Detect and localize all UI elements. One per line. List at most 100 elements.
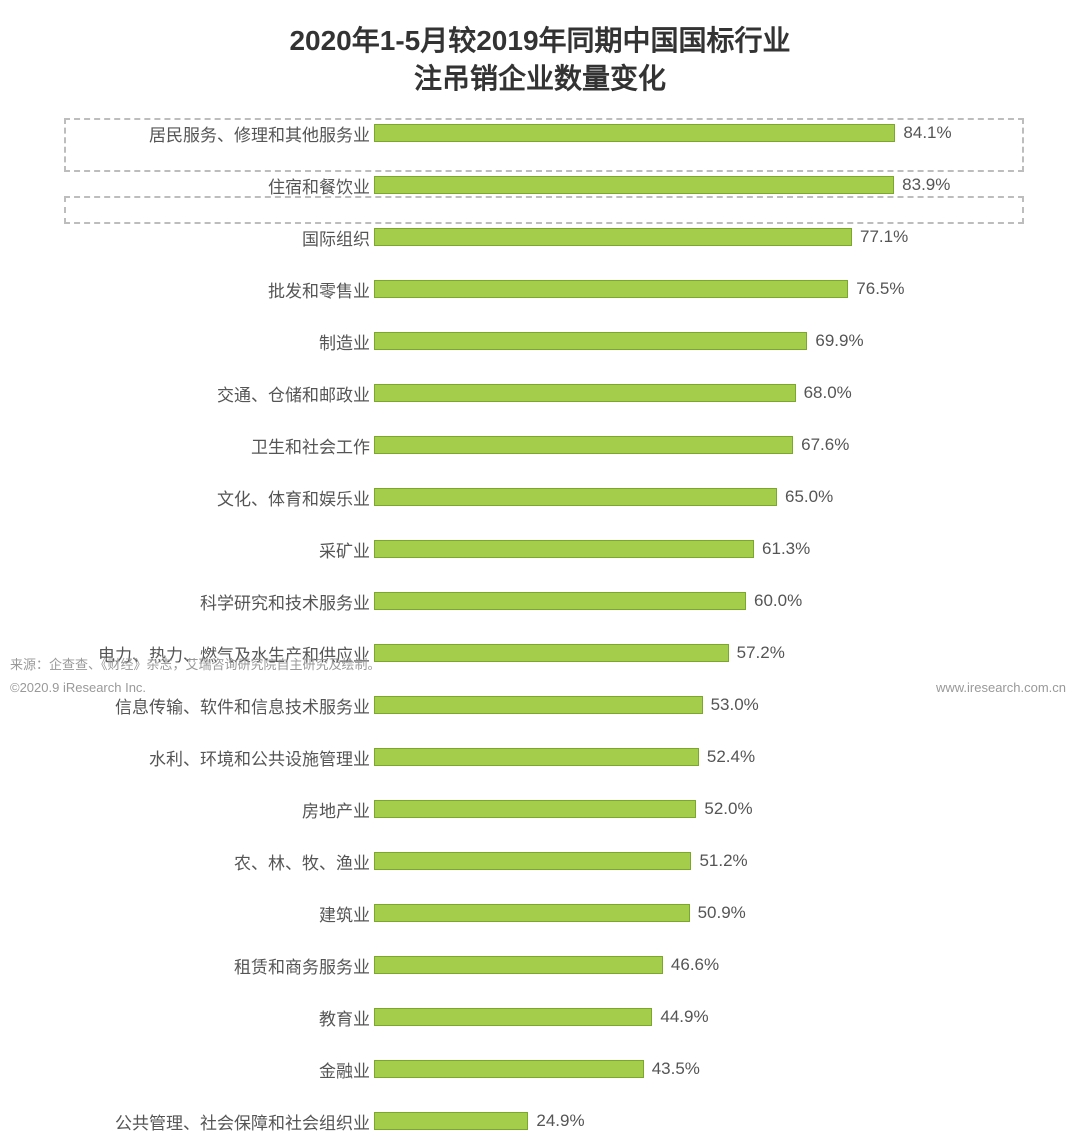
value-label: 83.9% (902, 175, 950, 195)
title-line1: 2020年1-5月较2019年同期中国国标行业 (0, 22, 1080, 60)
bar-track: 84.1% (374, 124, 952, 142)
bar (374, 748, 699, 766)
category-label: 住宿和餐饮业 (50, 173, 370, 198)
value-label: 68.0% (804, 383, 852, 403)
value-label: 60.0% (754, 591, 802, 611)
bar-row: 房地产业52.0% (74, 796, 1024, 822)
bar (374, 384, 796, 402)
highlight-box (64, 196, 1024, 224)
bar-track: 60.0% (374, 592, 802, 610)
category-label: 批发和零售业 (50, 277, 370, 302)
bar-track: 57.2% (374, 644, 785, 662)
bar (374, 1112, 528, 1130)
chart-title: 2020年1-5月较2019年同期中国国标行业 注吊销企业数量变化 (0, 0, 1080, 98)
bar-row: 文化、体育和娱乐业65.0% (74, 484, 1024, 510)
bar-row: 农、林、牧、渔业51.2% (74, 848, 1024, 874)
bar (374, 592, 746, 610)
bar-track: 52.0% (374, 800, 753, 818)
bar-row: 制造业69.9% (74, 328, 1024, 354)
value-label: 52.4% (707, 747, 755, 767)
bar (374, 644, 729, 662)
category-label: 国际组织 (50, 225, 370, 250)
value-label: 53.0% (711, 695, 759, 715)
footer-source: 来源：企查查、《财经》杂志，艾瑞咨询研究院自主研究及绘制。 (10, 654, 381, 673)
bar (374, 280, 848, 298)
bar-row: 科学研究和技术服务业60.0% (74, 588, 1024, 614)
footer-copyright: ©2020.9 iResearch Inc. (10, 680, 146, 695)
category-label: 科学研究和技术服务业 (50, 589, 370, 614)
bar-row: 金融业43.5% (74, 1056, 1024, 1082)
bar-row: 租赁和商务服务业46.6% (74, 952, 1024, 978)
bar-track: 50.9% (374, 904, 746, 922)
bar-track: 69.9% (374, 332, 864, 350)
bar-track: 65.0% (374, 488, 833, 506)
bar-track: 53.0% (374, 696, 759, 714)
title-line2: 注吊销企业数量变化 (0, 60, 1080, 98)
bar-row: 国际组织77.1% (74, 224, 1024, 250)
category-label: 信息传输、软件和信息技术服务业 (50, 693, 370, 718)
value-label: 77.1% (860, 227, 908, 247)
bar-track: 83.9% (374, 176, 950, 194)
bar-row: 建筑业50.9% (74, 900, 1024, 926)
bar (374, 800, 696, 818)
bar-track: 44.9% (374, 1008, 709, 1026)
value-label: 76.5% (856, 279, 904, 299)
bar-row: 教育业44.9% (74, 1004, 1024, 1030)
bar-track: 76.5% (374, 280, 905, 298)
chart-area: 居民服务、修理和其他服务业84.1%住宿和餐饮业83.9%国际组织77.1%批发… (74, 120, 1024, 640)
value-label: 46.6% (671, 955, 719, 975)
bar-track: 67.6% (374, 436, 849, 454)
value-label: 69.9% (815, 331, 863, 351)
category-label: 交通、仓储和邮政业 (50, 381, 370, 406)
value-label: 51.2% (699, 851, 747, 871)
bar-row: 水利、环境和公共设施管理业52.4% (74, 744, 1024, 770)
category-label: 采矿业 (50, 537, 370, 562)
value-label: 57.2% (737, 643, 785, 663)
category-label: 水利、环境和公共设施管理业 (50, 745, 370, 770)
bar-track: 68.0% (374, 384, 852, 402)
category-label: 租赁和商务服务业 (50, 953, 370, 978)
bar (374, 332, 807, 350)
category-label: 房地产业 (50, 797, 370, 822)
value-label: 43.5% (652, 1059, 700, 1079)
bar-track: 51.2% (374, 852, 748, 870)
footer-url: www.iresearch.com.cn (936, 680, 1066, 695)
bar-row: 公共管理、社会保障和社会组织业24.9% (74, 1108, 1024, 1134)
value-label: 65.0% (785, 487, 833, 507)
bar (374, 696, 703, 714)
bar-row: 卫生和社会工作67.6% (74, 432, 1024, 458)
value-label: 50.9% (698, 903, 746, 923)
bar-row: 采矿业61.3% (74, 536, 1024, 562)
value-label: 24.9% (536, 1111, 584, 1131)
bar-track: 24.9% (374, 1112, 585, 1130)
value-label: 67.6% (801, 435, 849, 455)
bar (374, 488, 777, 506)
bar (374, 176, 894, 194)
category-label: 金融业 (50, 1057, 370, 1082)
category-label: 卫生和社会工作 (50, 433, 370, 458)
bar-row: 批发和零售业76.5% (74, 276, 1024, 302)
category-label: 居民服务、修理和其他服务业 (50, 121, 370, 146)
bar (374, 1008, 652, 1026)
bar (374, 956, 663, 974)
bar (374, 540, 754, 558)
bar-track: 52.4% (374, 748, 755, 766)
category-label: 教育业 (50, 1005, 370, 1030)
bar-row: 交通、仓储和邮政业68.0% (74, 380, 1024, 406)
bar (374, 852, 691, 870)
value-label: 44.9% (660, 1007, 708, 1027)
value-label: 84.1% (903, 123, 951, 143)
category-label: 制造业 (50, 329, 370, 354)
bar-track: 46.6% (374, 956, 719, 974)
bar (374, 904, 690, 922)
bar-row: 住宿和餐饮业83.9% (74, 172, 1024, 198)
category-label: 文化、体育和娱乐业 (50, 485, 370, 510)
bar-track: 61.3% (374, 540, 810, 558)
bar (374, 436, 793, 454)
bar (374, 1060, 644, 1078)
bar (374, 228, 852, 246)
bar-row: 信息传输、软件和信息技术服务业53.0% (74, 692, 1024, 718)
category-label: 公共管理、社会保障和社会组织业 (50, 1109, 370, 1134)
category-label: 农、林、牧、渔业 (50, 849, 370, 874)
category-label: 建筑业 (50, 901, 370, 926)
